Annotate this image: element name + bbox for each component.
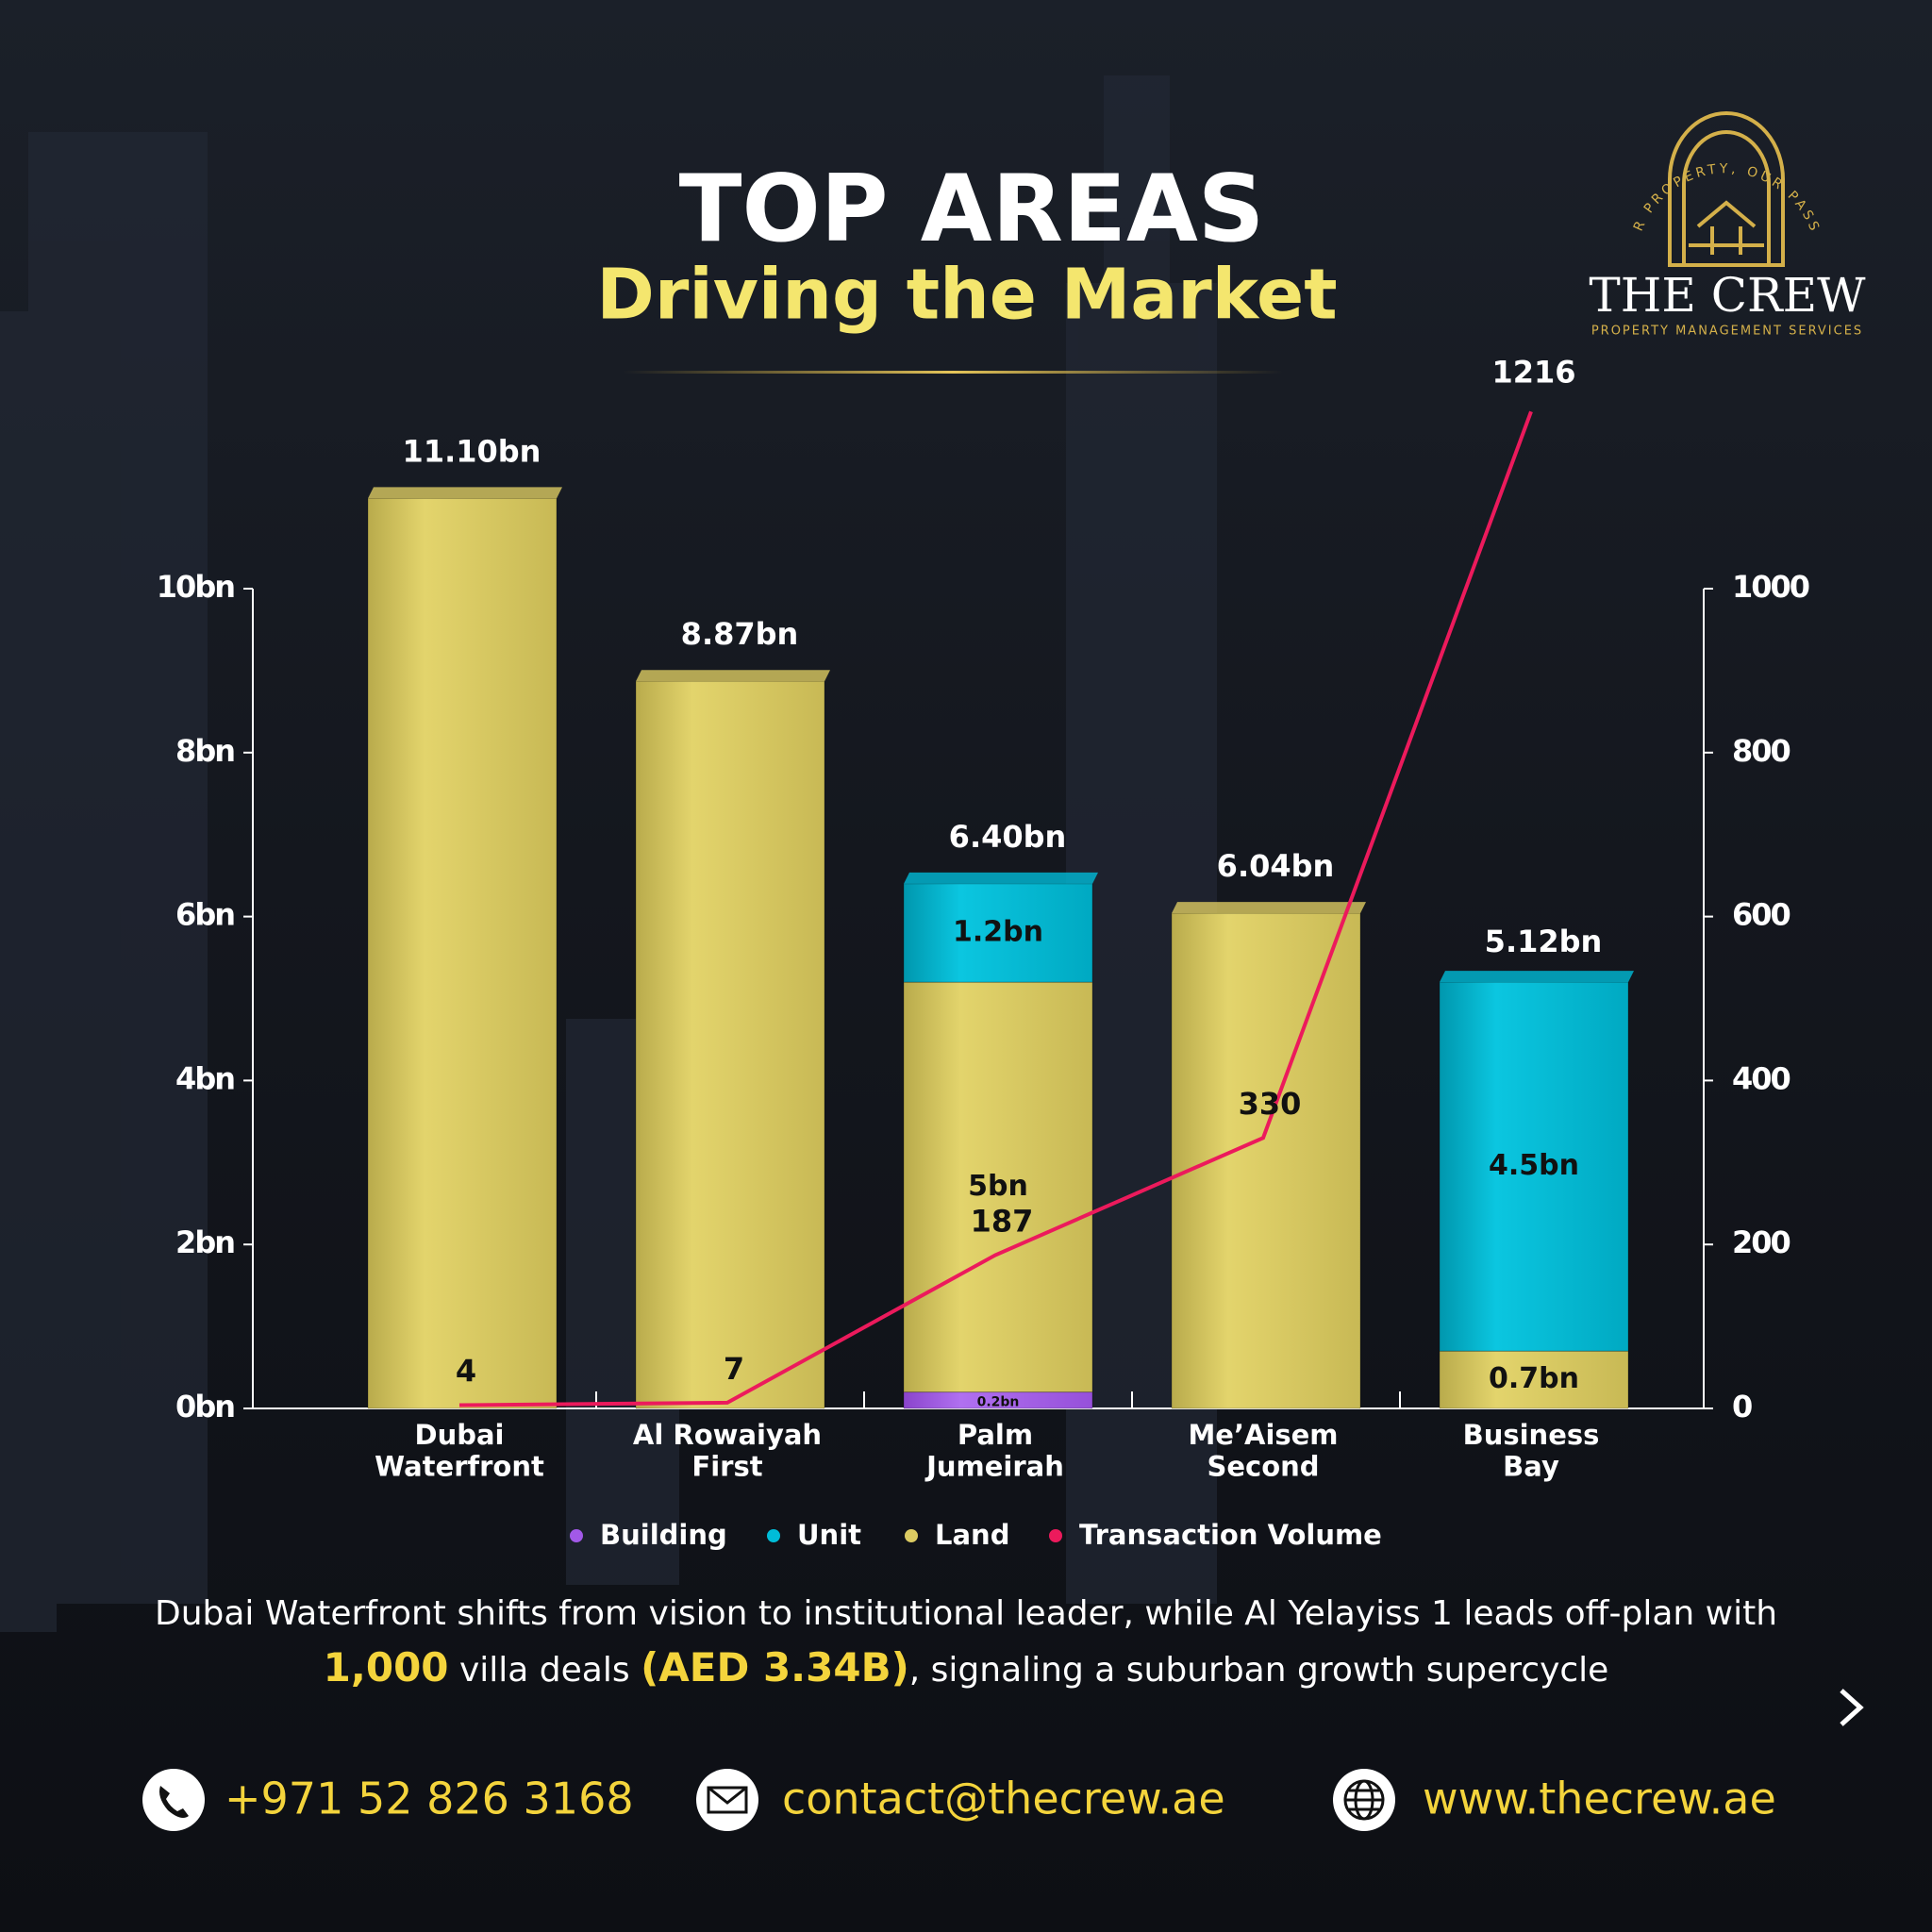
y-tick-label: 10bn [157,569,234,605]
logo [1668,111,1785,267]
bar-top [1172,902,1366,914]
y-tick-label: 8bn [175,733,234,769]
legend-label: Building [600,1519,727,1551]
total-label: 8.87bn [681,616,799,652]
line [458,410,1533,1407]
segment-label: 0.2bn [977,1394,1020,1409]
line-label: 330 [1239,1086,1302,1122]
x-tick-label: Palm Jumeirah [924,1419,1064,1482]
y-tick-label: 6bn [175,897,234,933]
caption: Dubai Waterfront shifts from vision to i… [151,1587,1781,1697]
email: contact@thecrew.ae [782,1774,1225,1824]
bar-segment [903,883,1093,983]
caption-highlight: 1,000 [323,1644,449,1690]
total-label: 11.10bn [403,433,541,469]
segment-label: 1.2bn [953,915,1043,948]
y2-tick-label: 800 [1732,733,1790,769]
legend-label: Unit [797,1519,861,1551]
legend-marker [1049,1529,1062,1542]
caption-text: , signaling a suburban growth supercycle [908,1651,1609,1690]
total-label: 6.40bn [949,819,1067,855]
subtitle: Driving the Market [596,255,1337,336]
caption-highlight: (AED 3.34B) [641,1644,909,1690]
line-label: 1216 [1491,354,1575,390]
y2-tick-label: 0 [1732,1389,1752,1424]
website: www.thecrew.ae [1423,1774,1776,1824]
title: TOP AREAS [679,156,1265,263]
total-label: 5.12bn [1485,924,1603,959]
bar-top [368,487,562,499]
y-tick-label: 0bn [175,1389,234,1424]
contacts: +971 52 826 3168 contact@thecrew.ae www.… [142,1769,1776,1831]
segment-label: 4.5bn [1489,1149,1579,1182]
legend-marker [570,1529,583,1542]
bar-top [636,670,830,682]
segment-label: 0.7bn [1489,1362,1579,1395]
y2-tick-label: 400 [1732,1060,1790,1096]
x-tick-label: Business Bay [1463,1419,1600,1482]
x-tick-label: Al Rowaiyah First [633,1419,822,1482]
bar-segment [1439,1350,1629,1409]
y2-tick-label: 1000 [1732,569,1809,605]
plot: 0bn 2bn 4bn 6bn 8bn 10bn 0 200 400 600 800 1000 11.1… [157,354,1811,1551]
phone: +971 52 826 3168 [225,1774,634,1824]
divider [623,371,1283,374]
y2-tick-label: 600 [1732,897,1790,933]
bar-top [904,872,1098,884]
caption-text: villa deals [448,1651,641,1690]
y-tick-label: 4bn [175,1060,234,1096]
bar-segment [1171,912,1361,1409]
line-label: 4 [456,1354,476,1390]
line-label: 187 [971,1203,1034,1239]
x-tick-label: Dubai Waterfront [375,1419,544,1482]
legend-label: Land [935,1519,1009,1551]
legend-marker [905,1529,918,1542]
legend-marker [767,1529,780,1542]
caption-text: Dubai Waterfront shifts from vision to i… [154,1594,1778,1633]
web-glyph [1343,1779,1385,1821]
y2-tick-label: 200 [1732,1224,1790,1260]
next-arrow[interactable] [1840,1689,1864,1726]
bar-segment [367,497,558,1409]
bar-segment [903,981,1093,1393]
bar-segment [1439,981,1629,1352]
logo-name: THE CREW [1589,268,1866,323]
legend-label: Transaction Volume [1079,1519,1382,1551]
line-label: 7 [724,1351,744,1387]
email-icon [696,1769,758,1831]
y-tick-label: 2bn [175,1224,234,1260]
phone-icon [142,1769,205,1831]
bar-segment [635,680,825,1409]
bar-top [1440,971,1634,983]
x-tick-label: Me’Aisem Second [1188,1419,1338,1482]
total-label: 6.04bn [1217,848,1335,884]
email-glyph [707,1786,748,1814]
segment-label: 5bn [968,1170,1028,1203]
logo-tagline2: PROPERTY MANAGEMENT SERVICES [1591,325,1863,339]
phone-glyph [159,1786,189,1818]
